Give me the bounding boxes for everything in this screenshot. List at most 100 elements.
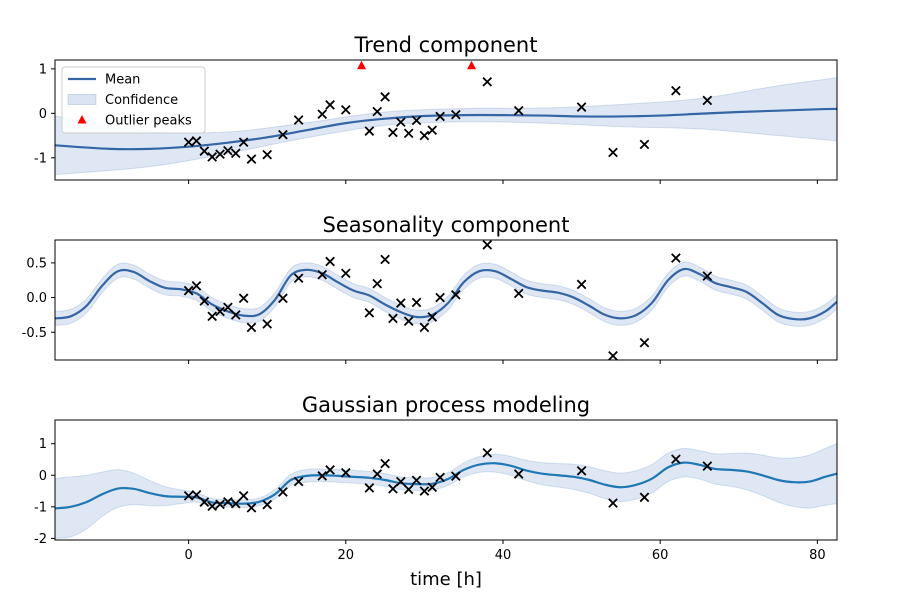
x-tick-label: 60 <box>652 548 669 563</box>
observation-point <box>183 490 194 501</box>
observation-point <box>278 129 288 140</box>
observation-point <box>207 311 218 322</box>
panel-title: Gaussian process modeling <box>302 393 590 417</box>
observation-point <box>238 137 249 148</box>
legend-label: Outlier peaks <box>105 114 192 129</box>
observation-point <box>608 498 618 508</box>
observation-point <box>608 147 618 158</box>
observation-point <box>380 254 390 265</box>
y-tick-label: 0 <box>39 469 47 484</box>
observation-point <box>215 149 225 160</box>
observation-point <box>191 490 202 500</box>
observation-point <box>403 128 414 139</box>
y-tick-label: 1 <box>39 437 47 452</box>
observation-point <box>411 475 422 486</box>
observation-point <box>191 136 202 146</box>
observation-point <box>340 467 351 478</box>
observation-point <box>215 499 225 510</box>
observation-point <box>403 316 414 326</box>
observation-point <box>325 465 335 475</box>
legend-swatch-confidence <box>67 94 97 105</box>
outlier-marker <box>467 60 477 70</box>
observation-point <box>411 115 422 126</box>
observation-point <box>340 268 351 279</box>
observation-point <box>702 95 713 106</box>
observation-point <box>513 105 524 116</box>
y-tick-label: -0.5 <box>22 326 47 341</box>
observation-point <box>199 497 210 507</box>
observation-point <box>450 471 461 482</box>
observation-point <box>278 487 288 497</box>
observation-point <box>482 76 493 87</box>
observation-point <box>513 469 524 479</box>
panels: 1 0 -1 Trend component Mean Confidence Outlier… <box>22 33 838 590</box>
confidence-band <box>55 443 837 539</box>
x-tick-label: 0 <box>184 548 192 563</box>
observation-point <box>419 486 430 496</box>
observation-point <box>395 298 406 308</box>
observation-point <box>380 458 390 469</box>
y-tick-label: 1 <box>39 62 47 77</box>
panel-3: 1 0 -1 -2 0 20 40 60 80 Gaussian process modeling… <box>34 393 838 590</box>
observation-point <box>372 278 383 289</box>
observation-point <box>395 117 406 128</box>
axes-frame <box>54 419 838 541</box>
observation-point <box>419 322 430 333</box>
observation-point <box>364 126 375 136</box>
observation-point <box>427 482 438 493</box>
observation-point <box>513 288 524 299</box>
legend-box <box>61 66 206 134</box>
observation-point <box>372 106 383 117</box>
observation-point <box>223 145 233 156</box>
observation-point <box>215 306 225 317</box>
observation-point <box>340 104 351 115</box>
y-tick-label: 0.5 <box>26 256 47 271</box>
observation-point <box>364 307 375 318</box>
observation-point <box>411 297 422 308</box>
observation-point <box>293 476 304 487</box>
observation-point <box>576 279 587 290</box>
observation-point <box>671 253 681 263</box>
observation-point <box>230 310 241 320</box>
observation-point <box>230 498 241 509</box>
observation-point <box>576 466 587 476</box>
outlier-marker <box>357 60 367 70</box>
observation-point <box>671 85 681 96</box>
y-tick-label: 0.0 <box>26 291 47 306</box>
observation-point <box>419 130 430 141</box>
panel-title: Seasonality component <box>323 213 570 237</box>
observation-point <box>427 312 438 322</box>
observation-point <box>702 271 713 281</box>
observation-point <box>262 499 273 510</box>
x-tick-label: 40 <box>495 548 512 563</box>
observation-point <box>246 322 257 333</box>
observation-point <box>450 109 461 120</box>
observation-point <box>576 102 587 112</box>
plot-area <box>55 443 837 539</box>
y-tick-label: -1 <box>34 151 47 166</box>
observation-point <box>262 149 273 160</box>
observation-point <box>262 319 273 329</box>
mean-line <box>55 461 837 510</box>
observation-point <box>482 448 493 458</box>
observation-point <box>380 92 390 102</box>
confidence-band <box>55 261 837 327</box>
observation-point <box>317 471 328 481</box>
observation-point <box>230 148 241 159</box>
observation-point <box>246 502 257 513</box>
confidence-band <box>55 77 837 176</box>
observation-point <box>223 496 233 507</box>
observation-point <box>317 109 328 120</box>
observation-point <box>388 484 398 494</box>
observation-point <box>207 501 218 512</box>
observation-point <box>223 302 233 313</box>
observation-point <box>388 127 398 138</box>
legend-label: Mean <box>105 73 140 88</box>
axes-frame <box>54 239 838 361</box>
observation-point <box>317 269 328 280</box>
observation-point <box>403 484 414 495</box>
observation-point <box>639 337 650 348</box>
panel-title: Trend component <box>354 33 538 57</box>
observation-point <box>191 280 202 291</box>
observation-point <box>199 146 210 156</box>
